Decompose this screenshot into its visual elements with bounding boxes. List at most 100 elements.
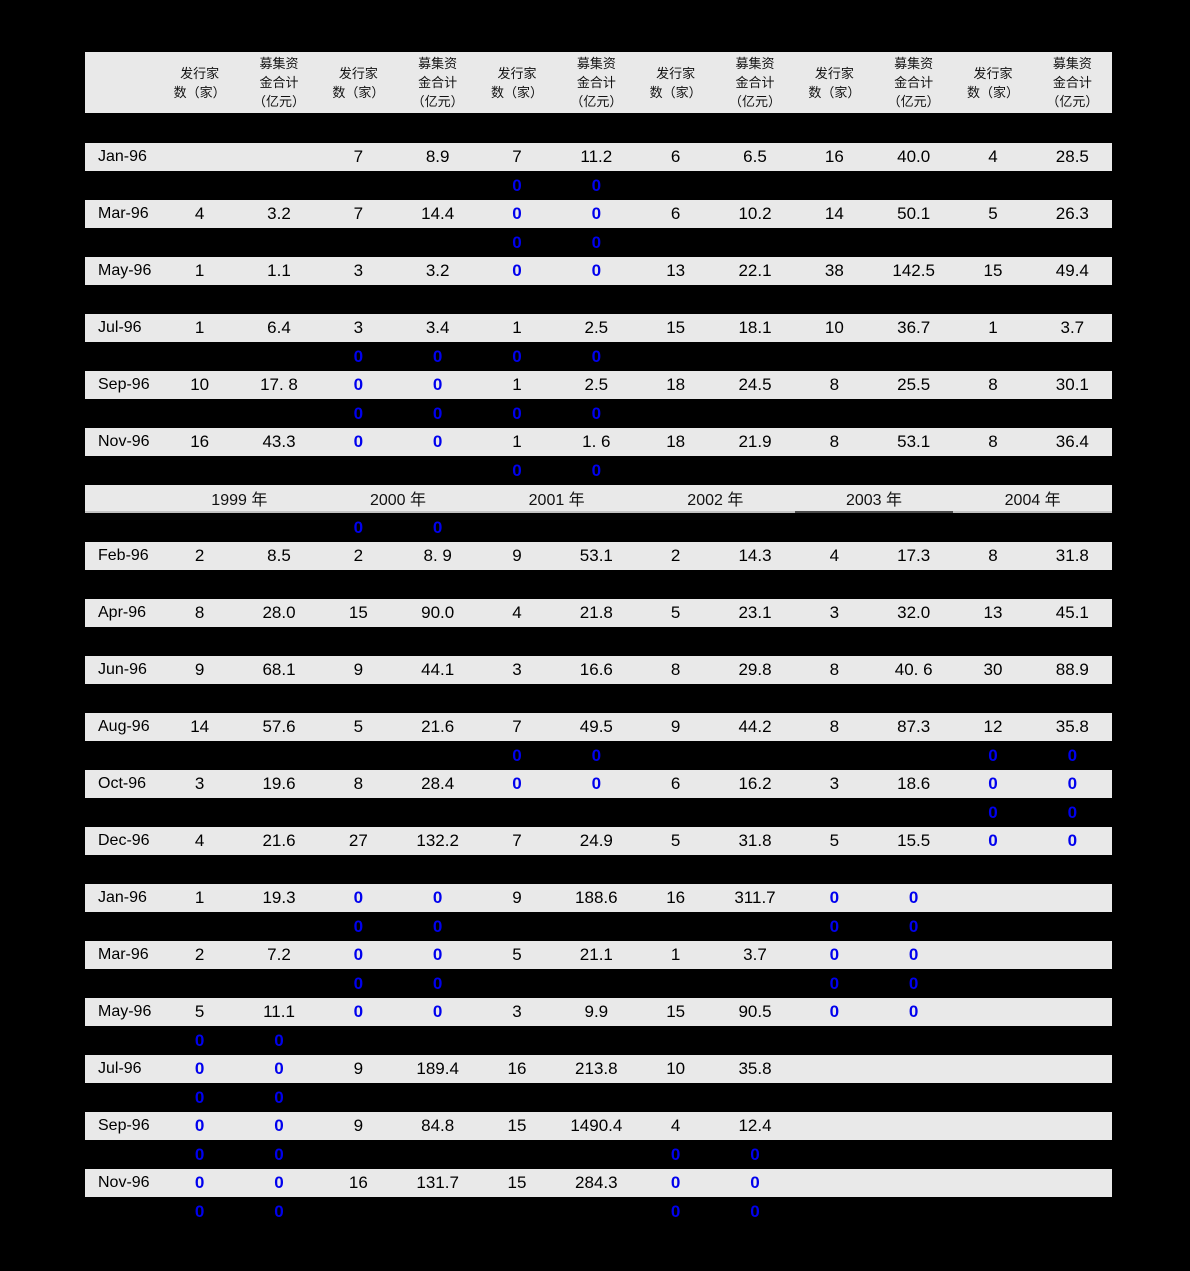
cell-value: 2 — [194, 546, 205, 565]
cell-value: 32.0 — [897, 603, 931, 622]
month-label: Sep-96 — [98, 376, 150, 393]
cell-value: 21.8 — [579, 603, 613, 622]
cell-value: 4 — [670, 1116, 681, 1135]
month-label: Oct-96 — [98, 775, 147, 792]
cell-value: 1490.4 — [570, 1116, 623, 1135]
zero-value: 0 — [829, 916, 840, 936]
cell-value: 8 — [829, 660, 840, 679]
zero-value: 0 — [353, 375, 364, 394]
zero-value: 0 — [194, 1144, 205, 1164]
cell-value: 189.4 — [416, 1059, 459, 1078]
zero-value: 0 — [512, 745, 522, 765]
table-row: Jan-96 1 19.3 0 0 9 188.6 16 311.7 0 0 — [85, 884, 1112, 912]
gap-row: 0 0 0 0 — [85, 741, 1112, 770]
month-label: Mar-96 — [98, 946, 149, 963]
cell-value: 9 — [353, 1059, 364, 1078]
cell-value: 1 — [512, 432, 522, 451]
cell-value: 9 — [512, 546, 522, 565]
cell-value: 16 — [666, 888, 686, 907]
zero-value: 0 — [512, 403, 522, 423]
cell-value: 68.1 — [262, 660, 296, 679]
cell-value: 11.2 — [580, 147, 613, 166]
zero-value: 0 — [353, 973, 364, 993]
cell-value: 24.5 — [738, 375, 772, 394]
zero-value: 0 — [432, 346, 443, 366]
gap-row: 0 0 0 0 — [85, 1197, 1112, 1226]
gap-row — [85, 855, 1112, 884]
zero-value: 0 — [591, 261, 602, 280]
month-label: Feb-96 — [98, 547, 149, 564]
year-label: 2001 年 — [477, 485, 636, 513]
gap-row: 0 0 0 0 — [85, 969, 1112, 998]
cell-value: 213.8 — [575, 1059, 618, 1078]
cell-value: 9 — [670, 717, 681, 736]
zero-value: 0 — [274, 1173, 284, 1192]
cell-value: 16 — [507, 1059, 527, 1078]
cell-value: 14 — [824, 204, 844, 223]
table-row: Sep-96 10 17. 8 0 0 1 2.5 18 24.5 8 25.5 8 30.1 — [85, 371, 1112, 399]
table-row: Jul-96 1 6.4 3 3.4 1 2.5 15 18.1 10 36.7 1 3.7 — [85, 314, 1112, 342]
cell-value: 3 — [512, 660, 522, 679]
table-row: Feb-96 2 8.5 2 8. 9 9 53.1 2 14.3 4 17.3 8 31.8 — [85, 542, 1112, 570]
cell-value: 1 — [512, 375, 522, 394]
gap-row — [85, 570, 1112, 599]
table-row: May-96 5 11.1 0 0 3 9.9 15 90.5 0 0 — [85, 998, 1112, 1026]
zero-value: 0 — [432, 888, 443, 907]
cell-value: 19.6 — [262, 774, 296, 793]
cell-value: 6 — [670, 774, 681, 793]
cell-value: 90.5 — [738, 1002, 772, 1021]
cell-value: 17.3 — [897, 546, 931, 565]
cell-value: 3 — [829, 603, 840, 622]
table-row: Apr-96 8 28.0 15 90.0 4 21.8 5 23.1 3 32.0 13 45.1 — [85, 599, 1112, 627]
zero-value: 0 — [432, 517, 443, 537]
zero-value: 0 — [670, 1173, 681, 1192]
gap-row — [85, 627, 1112, 656]
cell-value: 53.1 — [579, 546, 613, 565]
zero-value: 0 — [988, 802, 998, 822]
header-count-label: 发行家 数（家） — [332, 65, 385, 100]
cell-value: 44.2 — [738, 717, 772, 736]
cell-value: 9.9 — [584, 1002, 609, 1021]
zero-value: 0 — [1067, 831, 1078, 850]
cell-value: 2 — [194, 945, 205, 964]
cell-value: 3.7 — [1060, 318, 1085, 337]
cell-value: 26.3 — [1055, 204, 1089, 223]
cell-value: 30 — [983, 660, 1003, 679]
cell-value: 35.8 — [738, 1059, 772, 1078]
cell-value: 27 — [348, 831, 368, 850]
month-label: Sep-96 — [98, 1117, 150, 1134]
cell-value: 87.3 — [897, 717, 931, 736]
month-label: May-96 — [98, 262, 152, 279]
cell-value: 10 — [824, 318, 844, 337]
year-label: 2004 年 — [953, 485, 1112, 513]
cell-value: 15.5 — [897, 831, 931, 850]
header-count-label: 发行家 数（家） — [490, 65, 543, 100]
zero-value: 0 — [353, 346, 364, 366]
cell-value: 6.4 — [267, 318, 291, 337]
zero-value: 0 — [512, 774, 522, 793]
cell-value: 15 — [348, 603, 368, 622]
cell-value: 14 — [190, 717, 210, 736]
table-row: Sep-96 0 0 9 84.8 15 1490.4 4 12.4 — [85, 1112, 1112, 1140]
cell-value: 12.4 — [738, 1116, 772, 1135]
zero-value: 0 — [274, 1144, 284, 1164]
month-label: Nov-96 — [98, 1174, 150, 1191]
cell-value: 14.3 — [738, 546, 772, 565]
cell-value: 23.1 — [738, 603, 772, 622]
gap-row: 0 0 0 0 — [85, 399, 1112, 428]
zero-value: 0 — [432, 916, 443, 936]
cell-value: 15 — [983, 261, 1003, 280]
cell-value: 53.1 — [897, 432, 931, 451]
month-label: Aug-96 — [98, 718, 150, 735]
cell-value: 38 — [824, 261, 844, 280]
zero-value: 0 — [1067, 802, 1078, 822]
cell-value: 9 — [353, 660, 364, 679]
zero-value: 0 — [750, 1173, 760, 1192]
cell-value: 188.6 — [575, 888, 618, 907]
report-table: 发行家 数（家） 募集资 金合计 （亿元） 发行家 数（家） 募集资 金合计 （亿元）… — [85, 52, 1112, 1226]
cell-value: 31.8 — [1055, 546, 1089, 565]
table-header-row: 发行家 数（家） 募集资 金合计 （亿元） 发行家 数（家） 募集资 金合计 （亿元）… — [85, 52, 1112, 113]
